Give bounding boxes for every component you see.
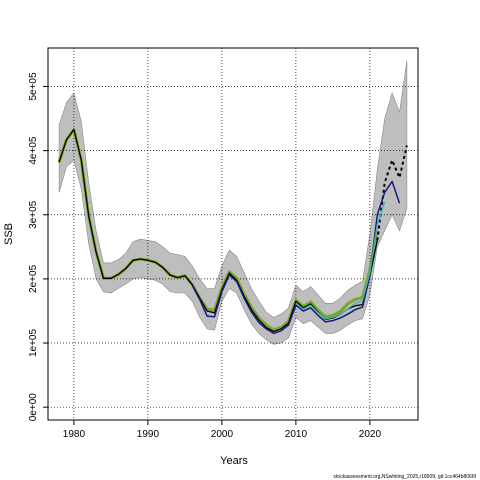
series-line-4: [191, 180, 401, 335]
y-axis: 0e+00 1e+05 2e+05 3e+05 4e+05 5e+05: [28, 72, 48, 421]
x-tick-label: 2020: [359, 429, 382, 440]
footer-credit: stockassessment.org,NSwhiting_2025,r1890…: [333, 474, 476, 480]
x-tick-label: 2000: [211, 429, 234, 440]
confidence-band-layer: [58, 60, 408, 345]
grid-layer: [48, 48, 418, 420]
x-tick-label: 1990: [137, 429, 160, 440]
y-tick-label: 0e+00: [28, 393, 39, 422]
y-tick-label: 4e+05: [28, 136, 39, 165]
x-axis-label: Years: [220, 455, 248, 467]
x-axis: 1980 1990 2000 2010 2020: [63, 420, 382, 440]
confidence-band: [58, 60, 408, 345]
series-layer: [57, 128, 408, 335]
plot-frame: [47, 47, 419, 421]
y-tick-label: 1e+05: [28, 329, 39, 358]
x-tick-label: 2010: [285, 429, 308, 440]
series-line-5: [295, 201, 386, 320]
y-tick-label: 5e+05: [28, 72, 39, 101]
series-line-2: [58, 128, 378, 333]
y-tick-label: 2e+05: [28, 264, 39, 293]
y-tick-label: 3e+05: [28, 200, 39, 229]
x-tick-label: 1980: [63, 429, 86, 440]
y-axis-label: SSB: [3, 223, 15, 245]
